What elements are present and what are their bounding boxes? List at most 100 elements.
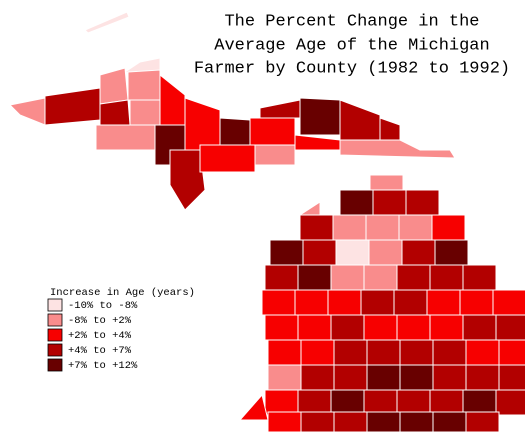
county xyxy=(297,314,332,341)
county xyxy=(368,239,403,266)
title-line: Farmer by County (1982 to 1992) xyxy=(194,59,510,78)
county xyxy=(462,389,497,416)
county xyxy=(330,389,365,416)
title-line: Average Age of the Michigan xyxy=(214,36,489,55)
legend-swatch xyxy=(47,313,63,327)
county xyxy=(459,289,494,316)
county xyxy=(366,364,401,391)
county xyxy=(426,289,461,316)
county xyxy=(298,201,321,216)
county xyxy=(365,214,400,241)
county xyxy=(339,99,381,141)
county xyxy=(219,117,251,146)
county xyxy=(432,339,467,366)
county xyxy=(398,214,433,241)
county xyxy=(396,389,431,416)
county xyxy=(261,289,296,316)
county xyxy=(393,289,428,316)
legend-title: Increase in Age (years) xyxy=(50,287,195,299)
county xyxy=(429,314,464,341)
county xyxy=(366,411,401,433)
county xyxy=(432,364,467,391)
county xyxy=(297,389,332,416)
county xyxy=(429,389,464,416)
county xyxy=(267,339,302,366)
county xyxy=(333,364,368,391)
county xyxy=(159,73,186,126)
county xyxy=(498,364,525,391)
county xyxy=(492,289,525,316)
county xyxy=(339,139,456,159)
county xyxy=(335,239,370,266)
legend-swatch xyxy=(47,358,63,372)
county xyxy=(372,189,407,216)
county xyxy=(498,339,525,366)
county xyxy=(366,339,401,366)
county xyxy=(432,411,467,433)
county xyxy=(169,149,206,211)
county xyxy=(299,214,334,241)
county xyxy=(297,264,332,291)
county xyxy=(495,314,525,341)
county xyxy=(405,189,440,216)
county xyxy=(332,214,367,241)
county xyxy=(399,364,434,391)
county xyxy=(330,314,365,341)
legend-label: -8% to +2% xyxy=(68,315,132,327)
county xyxy=(330,264,365,291)
county xyxy=(396,314,431,341)
legend-swatch xyxy=(47,298,63,312)
county xyxy=(434,239,469,266)
county xyxy=(396,264,431,291)
county xyxy=(294,134,341,151)
county xyxy=(363,314,398,341)
county xyxy=(249,117,296,146)
county xyxy=(327,289,362,316)
county xyxy=(299,97,341,136)
title-line: The Percent Change in the xyxy=(224,12,479,31)
county xyxy=(269,239,304,266)
county xyxy=(462,314,497,341)
county xyxy=(238,393,269,421)
county xyxy=(127,69,161,101)
county xyxy=(300,339,335,366)
county xyxy=(399,411,434,433)
county xyxy=(379,117,401,141)
legend-label: +7% to +12% xyxy=(68,360,138,372)
county xyxy=(363,264,398,291)
county xyxy=(300,411,335,433)
county xyxy=(429,264,464,291)
county xyxy=(129,99,161,126)
county xyxy=(99,67,129,105)
county xyxy=(495,389,525,416)
legend-label: -10% to -8% xyxy=(68,300,138,312)
county xyxy=(44,87,101,126)
county xyxy=(254,144,296,166)
legend: -10% to -8% -8% to +2% +2% to +4% +4% to +7… xyxy=(47,298,138,372)
county xyxy=(84,11,130,34)
county xyxy=(401,239,436,266)
county xyxy=(302,239,337,266)
county xyxy=(333,411,368,433)
legend-label: +2% to +4% xyxy=(68,330,132,342)
county xyxy=(339,189,374,216)
county xyxy=(300,364,335,391)
county xyxy=(399,339,434,366)
counties xyxy=(8,11,525,433)
county xyxy=(333,339,368,366)
county xyxy=(264,264,299,291)
county xyxy=(99,99,131,126)
county xyxy=(431,214,466,241)
county xyxy=(264,314,299,341)
county xyxy=(360,289,395,316)
county xyxy=(95,124,156,151)
county xyxy=(294,289,329,316)
county xyxy=(8,97,46,126)
county xyxy=(465,411,500,433)
legend-label: +4% to +7% xyxy=(68,345,132,357)
county xyxy=(462,264,497,291)
legend-swatch xyxy=(47,343,63,357)
county xyxy=(267,364,302,391)
county xyxy=(199,144,256,173)
county xyxy=(264,389,299,416)
